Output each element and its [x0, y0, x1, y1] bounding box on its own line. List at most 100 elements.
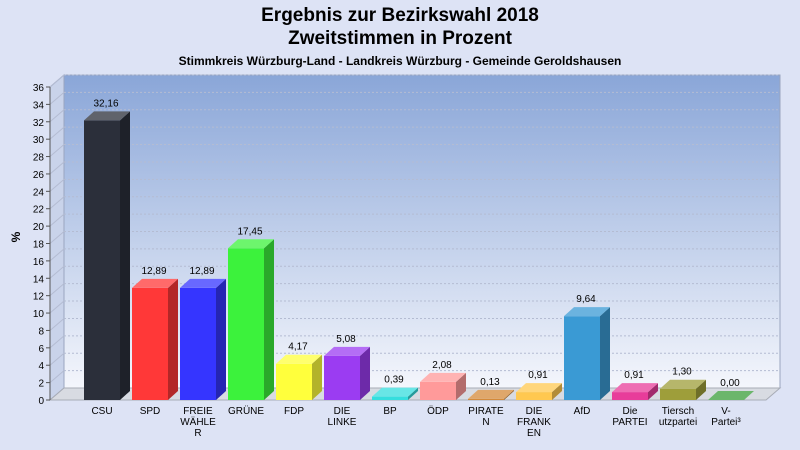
- x-tick-label-line: utzpartei: [659, 417, 697, 428]
- y-tick-label: 14: [33, 274, 45, 285]
- bar-side-face: [504, 389, 514, 400]
- x-tick-label-line: N: [482, 417, 489, 428]
- x-tick-label-line: AfD: [574, 406, 591, 417]
- x-tick-label: FREIE WÄHLE R: [180, 406, 216, 439]
- data-label: 12,89: [141, 266, 166, 277]
- x-tick-label-line: ÖDP: [427, 405, 449, 417]
- y-tick-label: 36: [33, 83, 45, 94]
- bar-top-face: [228, 239, 274, 249]
- bar-top-face: [468, 389, 514, 399]
- y-tick-label: 16: [33, 257, 45, 268]
- x-tick-label-line: R: [194, 428, 201, 439]
- x-tick-label-line: PARTEI: [612, 417, 647, 428]
- gridline-side: [49, 248, 65, 262]
- chart-title-line2: Zweitstimmen in Prozent: [288, 28, 512, 49]
- bar-side-face: [216, 278, 226, 400]
- x-tick-label: DIE FRANK EN: [517, 406, 551, 439]
- y-tick-label: 0: [38, 396, 44, 407]
- gridline-side: [49, 196, 65, 210]
- bar-side-face: [360, 346, 370, 400]
- bar-side-face: [312, 354, 322, 400]
- y-tick-label: 32: [33, 118, 45, 129]
- y-axis-label: %: [9, 231, 23, 242]
- data-label: 17,45: [237, 226, 262, 237]
- x-tick-label-line: CSU: [91, 406, 112, 417]
- bar-front-face: [324, 355, 360, 400]
- y-tick-label: 26: [33, 170, 45, 181]
- bar-side-face: [552, 383, 562, 400]
- bar-side-face: [168, 278, 178, 400]
- bar-front-face: [660, 388, 696, 400]
- gridline-side: [49, 144, 65, 157]
- y-tick-label: 28: [33, 153, 45, 164]
- gridline-side: [49, 265, 65, 279]
- x-tick-label: Tiersch utzpartei: [659, 406, 697, 428]
- y-tick-label: 10: [33, 309, 45, 320]
- x-tick-label-line: Tiersch: [662, 406, 694, 417]
- bar-front-face: [180, 287, 216, 400]
- x-tick-label-line: V-: [721, 406, 730, 417]
- chart-title: Ergebnis zur Bezirkswahl 2018 Zweitstimm…: [0, 4, 800, 50]
- bar-1: [84, 111, 130, 401]
- y-tick-label: 8: [38, 326, 44, 337]
- bar-front-face: [276, 363, 312, 400]
- bar-top-face: [708, 391, 754, 400]
- y-tick-label: 24: [33, 187, 45, 198]
- data-label: 9,64: [576, 294, 596, 305]
- bar-top-face: [564, 307, 610, 317]
- y-tick-label: 2: [38, 379, 44, 390]
- bar-top-face: [612, 383, 658, 393]
- bar-6: [324, 346, 370, 400]
- bar-top-face: [660, 379, 706, 389]
- x-tick-label: GRÜNE: [228, 405, 264, 417]
- gridline-side: [49, 318, 65, 331]
- x-tick-label-line: LINKE: [328, 417, 357, 428]
- y-tick-label: 12: [33, 292, 45, 303]
- bar-8: [420, 372, 466, 400]
- data-label: 4,17: [288, 342, 308, 353]
- y-tick-label: 20: [33, 222, 45, 233]
- bar-top-face: [180, 278, 226, 288]
- x-tick-label: V-Partei³: [711, 406, 741, 428]
- bar-side-face: [648, 383, 658, 400]
- x-tick-label-line: FDP: [284, 406, 304, 417]
- x-tick-label: SPD: [140, 406, 161, 417]
- gridline-side: [49, 370, 65, 383]
- y-tick-label: 18: [33, 240, 45, 251]
- bar-front-face: [84, 120, 120, 401]
- chart-title-line1: Ergebnis zur Bezirkswahl 2018: [261, 5, 539, 26]
- bar-14: [708, 391, 754, 400]
- bar-7: [372, 387, 418, 400]
- bar-side-face: [600, 307, 610, 400]
- data-label: 5,08: [336, 334, 356, 345]
- data-label: 1,30: [672, 367, 692, 378]
- bar-front-face: [468, 398, 504, 400]
- gridline-side: [49, 126, 65, 140]
- bar-top-face: [372, 387, 418, 397]
- y-tick-label: 4: [38, 361, 44, 372]
- x-tick-label-line: BP: [383, 406, 397, 417]
- x-tick-label: ÖDP: [427, 405, 449, 417]
- y-tick-label: 6: [38, 344, 44, 355]
- gridline-side: [49, 231, 65, 244]
- bar-top-face: [84, 111, 130, 121]
- x-tick-label: PIRATE N: [468, 406, 504, 428]
- gridline-side: [49, 161, 65, 175]
- bar-9: [468, 389, 514, 400]
- bar-front-face: [372, 396, 408, 400]
- data-label: 12,89: [189, 266, 214, 277]
- x-tick-label: DIE LINKE: [328, 406, 357, 428]
- gridline-side: [49, 109, 65, 123]
- y-tick-label: 34: [33, 100, 45, 111]
- x-tick-label-line: GRÜNE: [228, 405, 264, 417]
- x-tick-label: CSU: [91, 406, 112, 417]
- data-label: 0,00: [720, 378, 740, 389]
- gridline-side: [49, 300, 65, 314]
- bar-side-face: [408, 387, 418, 400]
- x-tick-label-line: FRANK: [517, 417, 551, 428]
- bar-front-face: [420, 381, 456, 400]
- bar-front-face: [564, 316, 600, 400]
- bar-side-face: [120, 111, 130, 401]
- y-tick-label: 30: [33, 135, 45, 146]
